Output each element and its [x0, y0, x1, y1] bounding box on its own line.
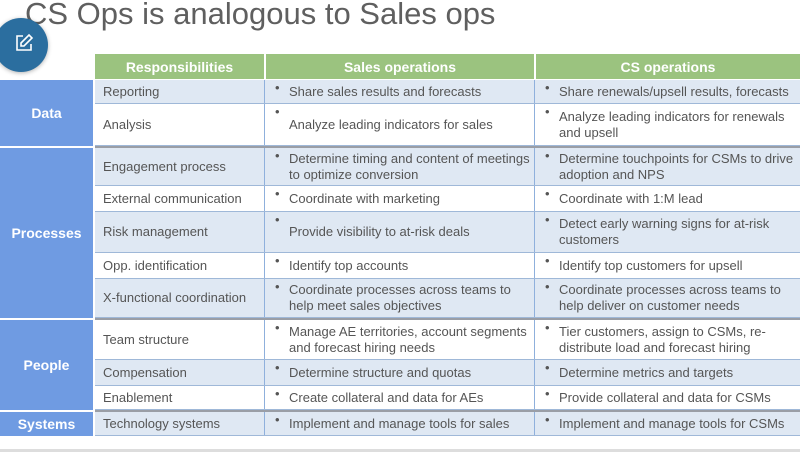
sales-ops-cell: • Coordinate with marketing: [265, 186, 535, 211]
bullet: •: [545, 148, 550, 163]
cs-ops-text: Coordinate processes across teams to hel…: [559, 282, 781, 313]
bullet: •: [275, 212, 280, 227]
bullet: •: [545, 360, 550, 375]
cs-ops-text: Determine touchpoints for CSMs to drive …: [559, 150, 794, 182]
cs-ops-text: Provide collateral and data for CSMs: [559, 389, 771, 405]
sales-ops-text: Analyze leading indicators for sales: [289, 116, 493, 132]
cs-ops-cell: • Detect early warning signs for at-risk …: [535, 212, 800, 252]
bullet: •: [275, 386, 280, 401]
bullet: •: [275, 279, 280, 294]
table-row: Engagement process • Determine timing and …: [95, 146, 800, 186]
table-row: Enablement • Create collateral and data fo…: [95, 386, 800, 410]
responsibility-cell: Analysis: [95, 104, 265, 145]
table-row: Technology systems • Implement and manage …: [95, 410, 800, 436]
bullet: •: [545, 253, 550, 268]
sales-ops-text: Determine timing and content of meetings…: [289, 150, 530, 182]
cs-ops-cell: • Implement and manage tools for CSMs: [535, 412, 800, 435]
sales-ops-text: Coordinate processes across teams to hel…: [289, 282, 511, 313]
bullet: •: [545, 320, 550, 335]
sales-ops-text: Create collateral and data for AEs: [289, 389, 484, 405]
responsibility-cell: Technology systems: [95, 412, 265, 435]
bullet: •: [275, 104, 280, 119]
responsibility-cell: Compensation: [95, 360, 265, 385]
responsibility-cell: Enablement: [95, 386, 265, 409]
bullet: •: [545, 412, 550, 427]
cs-ops-cell: • Provide collateral and data for CSMs: [535, 386, 800, 409]
bullet: •: [275, 412, 280, 427]
responsibility-cell: Reporting: [95, 80, 265, 103]
category-systems: Systems: [0, 412, 93, 436]
sales-ops-cell: • Identify top accounts: [265, 253, 535, 278]
table-row: Risk management • Provide visibility to at…: [95, 212, 800, 253]
sales-ops-cell: • Provide visibility to at-risk deals: [265, 212, 535, 252]
responsibility-cell: X-functional coordination: [95, 279, 265, 317]
divider: [0, 449, 800, 452]
cs-ops-cell: • Identify top customers for upsell: [535, 253, 800, 278]
sales-ops-cell: • Determine timing and content of meeting…: [265, 148, 535, 185]
cs-ops-cell: • Determine metrics and targets: [535, 360, 800, 385]
sales-ops-cell: • Determine structure and quotas: [265, 360, 535, 385]
responsibility-cell: External communication: [95, 186, 265, 211]
table-row: Analysis • Analyze leading indicators for …: [95, 104, 800, 146]
cs-ops-cell: • Coordinate with 1:M lead: [535, 186, 800, 211]
bullet: •: [545, 186, 550, 201]
sales-ops-text: Manage AE territories, account segments …: [289, 323, 527, 355]
table-row: Reporting • Share sales results and foreca…: [95, 80, 800, 104]
category-processes: Processes: [0, 148, 93, 318]
cs-ops-cell: • Share renewals/upsell results, forecast…: [535, 80, 800, 103]
category-people: People: [0, 320, 93, 410]
table-row: Compensation • Determine structure and quo…: [95, 360, 800, 386]
responsibility-cell: Opp. identification: [95, 253, 265, 278]
bullet: •: [275, 186, 280, 201]
header-sales-operations: Sales operations: [266, 54, 534, 79]
edit-button[interactable]: [0, 18, 48, 72]
table-row: External communication • Coordinate with m…: [95, 186, 800, 212]
bullet: •: [275, 148, 280, 163]
responsibility-cell: Engagement process: [95, 148, 265, 185]
sales-ops-text: Determine structure and quotas: [289, 364, 472, 380]
bullet: •: [275, 320, 280, 335]
cs-ops-cell: • Analyze leading indicators for renewals…: [535, 104, 800, 145]
sales-ops-cell: • Analyze leading indicators for sales: [265, 104, 535, 145]
bullet: •: [275, 360, 280, 375]
cs-ops-cell: • Determine touchpoints for CSMs to drive…: [535, 148, 800, 185]
header-responsibilities: Responsibilities: [95, 54, 264, 79]
table-row: X-functional coordination • Coordinate pro…: [95, 279, 800, 318]
sales-ops-text: Implement and manage tools for sales: [289, 415, 510, 431]
edit-icon: [16, 33, 34, 51]
sales-ops-cell: • Coordinate processes across teams to he…: [265, 279, 535, 317]
cs-ops-text: Analyze leading indicators for renewals …: [559, 108, 785, 140]
bullet: •: [545, 386, 550, 401]
bullet: •: [545, 279, 550, 294]
bullet: •: [275, 253, 280, 268]
slide-title: CS Ops is analogous to Sales ops: [25, 0, 496, 31]
sales-ops-cell: • Implement and manage tools for sales: [265, 412, 535, 435]
responsibility-cell: Team structure: [95, 320, 265, 359]
sales-ops-text: Provide visibility to at-risk deals: [289, 224, 470, 239]
cs-ops-text: Implement and manage tools for CSMs: [559, 415, 785, 431]
sales-ops-text: Coordinate with marketing: [289, 190, 441, 206]
bullet: •: [545, 104, 550, 119]
cs-ops-text: Tier customers, assign to CSMs, re-distr…: [559, 323, 766, 355]
cs-ops-text: Determine metrics and targets: [559, 364, 734, 380]
responsibility-cell: Risk management: [95, 212, 265, 252]
table-row: Team structure • Manage AE territories, ac…: [95, 318, 800, 360]
category-data: Data: [0, 80, 93, 146]
cs-ops-text: Identify top customers for upsell: [559, 257, 743, 273]
header-cs-operations: CS operations: [536, 54, 800, 79]
sales-ops-cell: • Share sales results and forecasts: [265, 80, 535, 103]
sales-ops-text: Identify top accounts: [289, 257, 409, 273]
bullet: •: [275, 80, 280, 95]
sales-ops-cell: • Create collateral and data for AEs: [265, 386, 535, 409]
sales-ops-cell: • Manage AE territories, account segments…: [265, 320, 535, 359]
cs-ops-text: Share renewals/upsell results, forecasts: [559, 83, 789, 99]
cs-ops-cell: • Coordinate processes across teams to he…: [535, 279, 800, 317]
sales-ops-text: Share sales results and forecasts: [289, 83, 482, 99]
table-row: Opp. identification • Identify top account…: [95, 253, 800, 279]
cs-ops-text: Coordinate with 1:M lead: [559, 190, 703, 206]
cs-ops-cell: • Tier customers, assign to CSMs, re-dist…: [535, 320, 800, 359]
cs-ops-text: Detect early warning signs for at-risk c…: [559, 216, 770, 247]
bullet: •: [545, 212, 550, 227]
bullet: •: [545, 80, 550, 95]
